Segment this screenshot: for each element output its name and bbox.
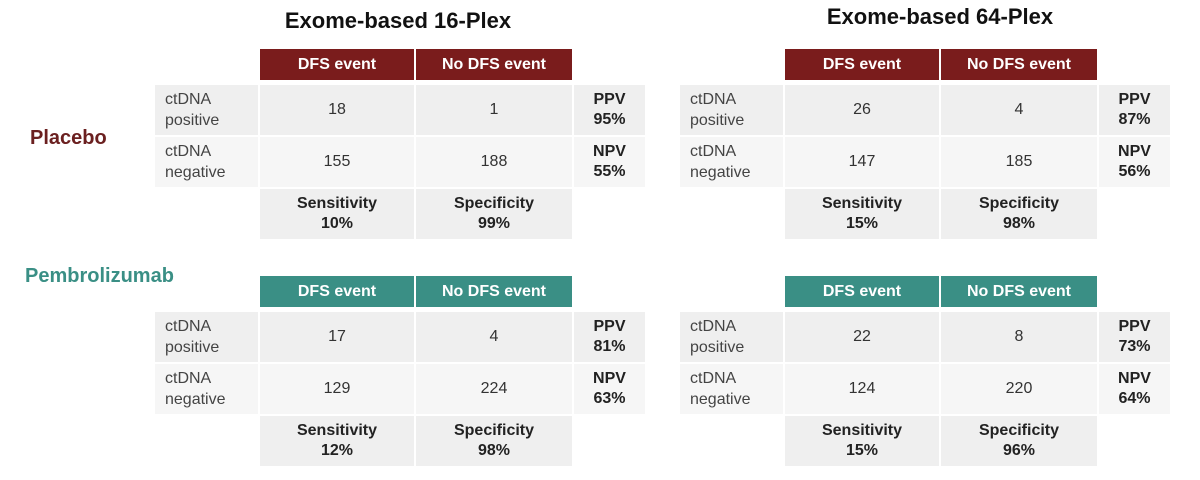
metric-name: PPV — [1118, 91, 1151, 108]
cell-value: 4 — [416, 312, 572, 362]
cell-value: 129 — [260, 364, 414, 414]
metric-value: 81% — [593, 338, 626, 355]
metric-name: PPV — [593, 91, 626, 108]
cell-value: 155 — [260, 137, 414, 187]
footer-label: Specificity — [978, 422, 1060, 439]
row-label: ctDNA negative — [155, 137, 258, 187]
footer-value: 98% — [477, 442, 511, 459]
metric-name: NPV — [1118, 143, 1151, 160]
metric-name: PPV — [1118, 318, 1151, 335]
footer-label: Sensitivity — [821, 422, 903, 439]
metric: NPV 64% — [1099, 364, 1170, 414]
row-label: ctDNA negative — [680, 364, 783, 414]
row-label: ctDNA negative — [155, 364, 258, 414]
footer-value: 96% — [1002, 442, 1036, 459]
metric-name: NPV — [593, 370, 626, 387]
row-label: ctDNA positive — [680, 312, 783, 362]
metric: PPV 81% — [574, 312, 645, 362]
metric-value: 55% — [593, 163, 626, 180]
footer-metric: Specificity 98% — [416, 416, 572, 466]
footer-value: 15% — [845, 215, 879, 232]
cell-value: 124 — [785, 364, 939, 414]
metric: PPV 87% — [1099, 85, 1170, 135]
cell-value: 4 — [941, 85, 1097, 135]
metric-name: NPV — [593, 143, 626, 160]
column-header: DFS event — [260, 49, 414, 80]
metric-value: 64% — [1118, 390, 1151, 407]
footer-label: Sensitivity — [296, 422, 378, 439]
cell-value: 26 — [785, 85, 939, 135]
metric-value: 87% — [1118, 111, 1151, 128]
column-title: Exome-based 64-Plex — [826, 4, 1054, 29]
arm-label: Pembrolizumab — [25, 265, 174, 287]
metric: NPV 63% — [574, 364, 645, 414]
metric-value: 63% — [593, 390, 626, 407]
footer-metric: Specificity 99% — [416, 189, 572, 239]
footer-value: 10% — [320, 215, 354, 232]
row-label: ctDNA negative — [680, 137, 783, 187]
cell-value: 224 — [416, 364, 572, 414]
metric: NPV 55% — [574, 137, 645, 187]
row-label: ctDNA positive — [155, 312, 258, 362]
column-header: DFS event — [260, 276, 414, 307]
footer-value: 15% — [845, 442, 879, 459]
cell-value: 188 — [416, 137, 572, 187]
row-label: ctDNA positive — [680, 85, 783, 135]
footer-metric: Sensitivity 10% — [260, 189, 414, 239]
metric-name: PPV — [593, 318, 626, 335]
footer-label: Specificity — [453, 195, 535, 212]
footer-metric: Specificity 96% — [941, 416, 1097, 466]
cell-value: 220 — [941, 364, 1097, 414]
cell-value: 18 — [260, 85, 414, 135]
arm-label: Placebo — [30, 127, 107, 149]
column-header: No DFS event — [416, 276, 572, 307]
column-header: No DFS event — [941, 276, 1097, 307]
footer-label: Sensitivity — [296, 195, 378, 212]
metric: PPV 73% — [1099, 312, 1170, 362]
footer-metric: Specificity 98% — [941, 189, 1097, 239]
metric-name: NPV — [1118, 370, 1151, 387]
cell-value: 22 — [785, 312, 939, 362]
footer-label: Sensitivity — [821, 195, 903, 212]
footer-metric: Sensitivity 15% — [785, 189, 939, 239]
footer-label: Specificity — [453, 422, 535, 439]
cell-value: 1 — [416, 85, 572, 135]
cell-value: 17 — [260, 312, 414, 362]
footer-value: 99% — [477, 215, 511, 232]
metric-value: 95% — [593, 111, 626, 128]
cell-value: 147 — [785, 137, 939, 187]
column-header: No DFS event — [941, 49, 1097, 80]
footer-metric: Sensitivity 15% — [785, 416, 939, 466]
metric: NPV 56% — [1099, 137, 1170, 187]
column-header: DFS event — [785, 276, 939, 307]
row-label: ctDNA positive — [155, 85, 258, 135]
footer-value: 98% — [1002, 215, 1036, 232]
column-title: Exome-based 16-Plex — [284, 8, 512, 33]
footer-metric: Sensitivity 12% — [260, 416, 414, 466]
metric: PPV 95% — [574, 85, 645, 135]
footer-label: Specificity — [978, 195, 1060, 212]
metric-value: 56% — [1118, 163, 1151, 180]
metric-value: 73% — [1118, 338, 1151, 355]
cell-value: 8 — [941, 312, 1097, 362]
cell-value: 185 — [941, 137, 1097, 187]
column-header: DFS event — [785, 49, 939, 80]
footer-value: 12% — [320, 442, 354, 459]
column-header: No DFS event — [416, 49, 572, 80]
